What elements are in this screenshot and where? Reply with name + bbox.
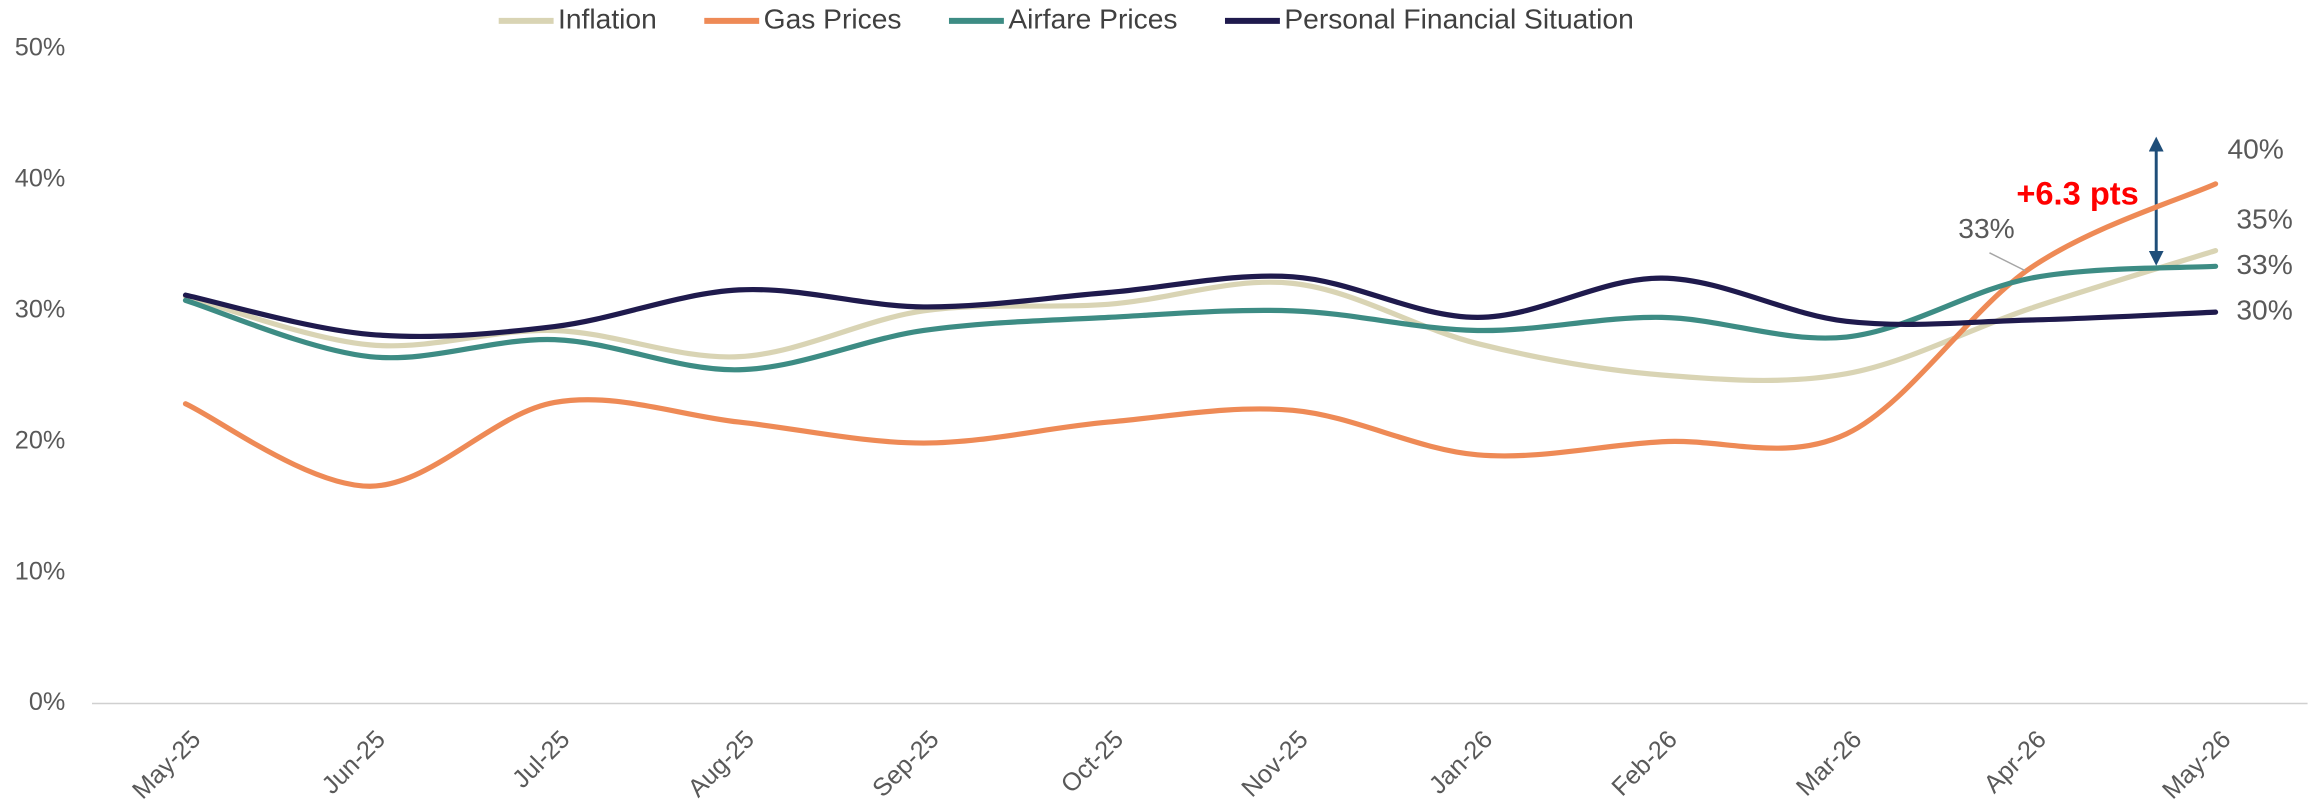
x-tick-label: Apr-26 — [1979, 725, 2052, 798]
legend-label: Airfare Prices — [1008, 2, 1177, 34]
y-tick-label: 0% — [29, 688, 65, 716]
line-series — [182, 273, 2219, 340]
x-tick-label: May-25 — [127, 725, 206, 804]
x-tick-label: Jul-25 — [507, 725, 575, 793]
y-tick-label: 50% — [15, 34, 65, 62]
annotation: +6.3 pts — [2016, 175, 2138, 212]
leader-line — [1989, 252, 2026, 272]
x-tick-label: Aug-25 — [683, 725, 760, 802]
x-tick-label: May-26 — [2157, 725, 2236, 804]
x-tick-label: Nov-25 — [1236, 725, 1313, 802]
line-series — [182, 181, 2219, 489]
data-label: 30% — [2236, 294, 2292, 326]
legend: Inflation Gas Prices Airfare Prices Persona… — [498, 2, 1634, 34]
y-tick-label: 30% — [15, 296, 65, 324]
y-tick-label: 40% — [15, 165, 65, 193]
legend-label: Inflation — [558, 2, 657, 34]
x-tick-label: Oct-25 — [1056, 725, 1129, 798]
line-series — [182, 263, 2219, 373]
line-series — [182, 248, 2219, 384]
legend-label: Personal Financial Situation — [1284, 2, 1633, 34]
x-tick-label: Jun-25 — [317, 725, 391, 799]
data-label: 33% — [1958, 212, 2014, 244]
x-tick-label: Jan-26 — [1424, 725, 1498, 799]
x-tick-label: Sep-25 — [867, 725, 944, 802]
y-tick-label: 20% — [15, 426, 65, 454]
data-label: 40% — [2227, 133, 2283, 165]
data-label: 35% — [2236, 202, 2292, 234]
y-tick-label: 10% — [15, 557, 65, 585]
x-tick-label: Feb-26 — [1606, 725, 1682, 801]
data-label: 33% — [2236, 248, 2292, 280]
legend-label: Gas Prices — [764, 2, 902, 34]
x-tick-label: Mar-26 — [1791, 725, 1867, 801]
